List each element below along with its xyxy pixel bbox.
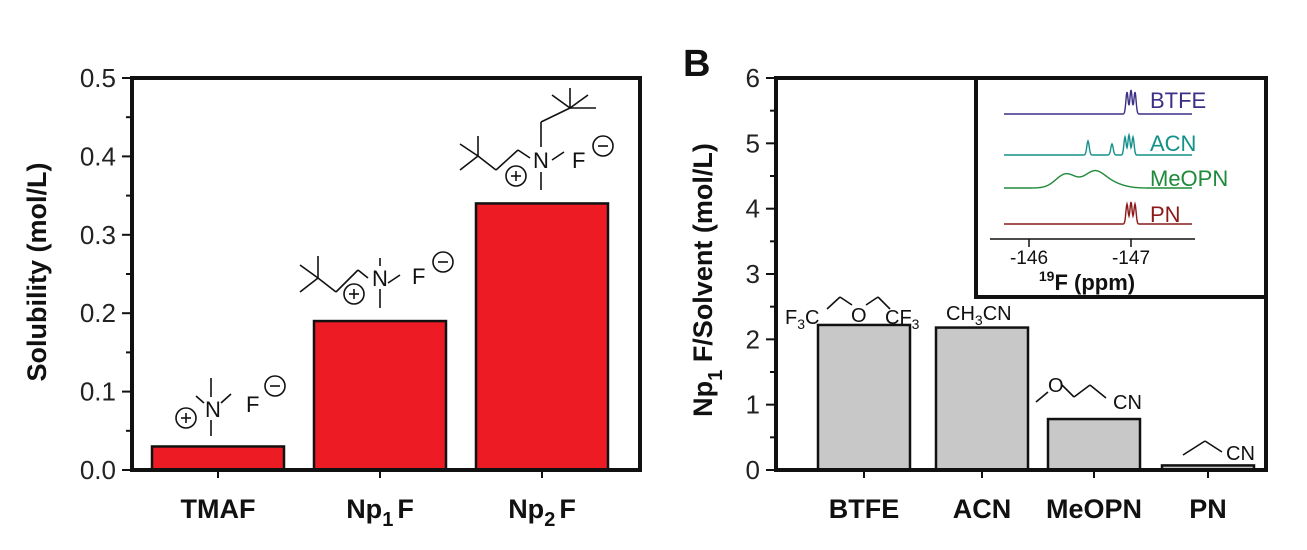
np1f-structure <box>299 251 454 308</box>
x-category-label: TMAF <box>181 494 256 524</box>
panel-b-x-labels: BTFE ACN MeOPN PN <box>829 494 1227 524</box>
y-tick-label: 6 <box>746 63 760 93</box>
pn-cn-label: CN <box>1226 443 1255 465</box>
panel-a-y-ticks: 0.0 0.1 0.2 0.3 0.4 0.5 <box>80 63 543 485</box>
plus-charge-icon <box>175 407 197 429</box>
y-tick-label: 0.4 <box>80 141 116 171</box>
nmr-inset: BTFE ACN MeOPN PN -146 -147 19F (ppm) <box>974 76 1268 299</box>
panel-b-y-ticks: 0 1 2 3 4 5 6 <box>746 63 1209 485</box>
tmaf-fluorine-label: F <box>246 392 259 417</box>
y-tick-label: 0.3 <box>80 220 116 250</box>
bar-acn <box>934 326 1030 472</box>
acn-structure-label: CH3CN <box>946 303 1012 328</box>
nmr-trace-btfe <box>1004 89 1192 115</box>
meopn-cn-label: CN <box>1113 392 1142 414</box>
btfe-structure-label: F3C <box>785 307 819 332</box>
x-category-label: Np2 F <box>508 494 576 531</box>
pn-structure <box>1182 440 1223 456</box>
minus-charge-icon <box>432 251 454 273</box>
panel-b-chart: B Np1 F/Solvent (mol/L) 0 1 2 3 4 5 6 BTFE ACN M… <box>683 43 1268 524</box>
bar-np2f <box>474 202 610 472</box>
panel-a-bars <box>150 202 610 472</box>
panel-a-x-labels: TMAF Np1 F Np2 F <box>181 494 576 531</box>
y-tick-label: 0.2 <box>80 298 116 328</box>
bar-tmaf <box>150 445 286 472</box>
y-tick-label: 3 <box>746 259 760 289</box>
x-category-label: ACN <box>953 494 1012 524</box>
nmr-legend-meopn: MeOPN <box>1150 166 1228 191</box>
x-category-label: PN <box>1189 494 1227 524</box>
y-tick-label: 0.1 <box>80 377 116 407</box>
np2f-nitrogen-label: N <box>533 148 549 173</box>
np2f-structure <box>459 88 614 190</box>
panel-b-y-axis-title: Np1 F/Solvent (mol/L) <box>688 143 727 417</box>
nmr-x-tick-label: -147 <box>1112 248 1150 269</box>
y-tick-label: 0.5 <box>80 63 116 93</box>
btfe-oxygen-label: O <box>851 305 867 327</box>
y-tick-label: 5 <box>746 128 760 158</box>
nmr-legend-pn: PN <box>1150 202 1181 227</box>
minus-charge-icon <box>592 135 614 157</box>
btfe-cf3-label: CF3 <box>885 307 920 332</box>
x-category-label: Np1 F <box>346 494 414 531</box>
nmr-spectra: BTFE ACN MeOPN PN <box>1004 88 1228 227</box>
nmr-trace-acn <box>1004 132 1192 156</box>
btfe-structure <box>826 296 891 310</box>
nmr-trace-pn <box>1004 201 1192 225</box>
nmr-x-tick-label: -146 <box>1010 248 1048 269</box>
y-tick-label: 0.0 <box>80 455 116 485</box>
x-category-label: MeOPN <box>1046 494 1142 524</box>
np2f-fluorine-label: F <box>572 148 585 173</box>
tmaf-structure <box>175 375 286 436</box>
y-tick-label: 4 <box>746 194 760 224</box>
np1f-nitrogen-label: N <box>372 266 388 291</box>
y-tick-label: 1 <box>746 390 760 420</box>
plus-charge-icon <box>505 165 527 187</box>
y-tick-label: 0 <box>746 455 760 485</box>
panel-a-plot-frame <box>130 76 642 472</box>
nmr-legend-btfe: BTFE <box>1150 88 1206 113</box>
plus-charge-icon <box>343 283 365 305</box>
bar-np1f <box>312 319 448 472</box>
meopn-oxygen-label: O <box>1048 375 1064 397</box>
y-tick-label: 2 <box>746 324 760 354</box>
nmr-trace-meopn <box>1004 169 1192 189</box>
np1f-fluorine-label: F <box>412 264 425 289</box>
meopn-structure <box>1035 384 1107 403</box>
panel-b-letter: B <box>683 43 710 85</box>
panel-a-chart: Solubility (mol/L) 0.0 0.1 0.2 0.3 0.4 0.5 TM… <box>22 63 642 531</box>
nmr-x-axis-title: 19F (ppm) <box>1039 268 1135 295</box>
bar-meopn <box>1046 417 1142 472</box>
panel-b-bars <box>816 323 1256 472</box>
nmr-legend-acn: ACN <box>1150 131 1196 156</box>
tmaf-nitrogen-label: N <box>205 397 221 422</box>
x-category-label: BTFE <box>829 494 900 524</box>
panel-a-y-axis-title: Solubility (mol/L) <box>22 163 52 382</box>
bar-btfe <box>816 323 912 472</box>
minus-charge-icon <box>264 375 286 397</box>
